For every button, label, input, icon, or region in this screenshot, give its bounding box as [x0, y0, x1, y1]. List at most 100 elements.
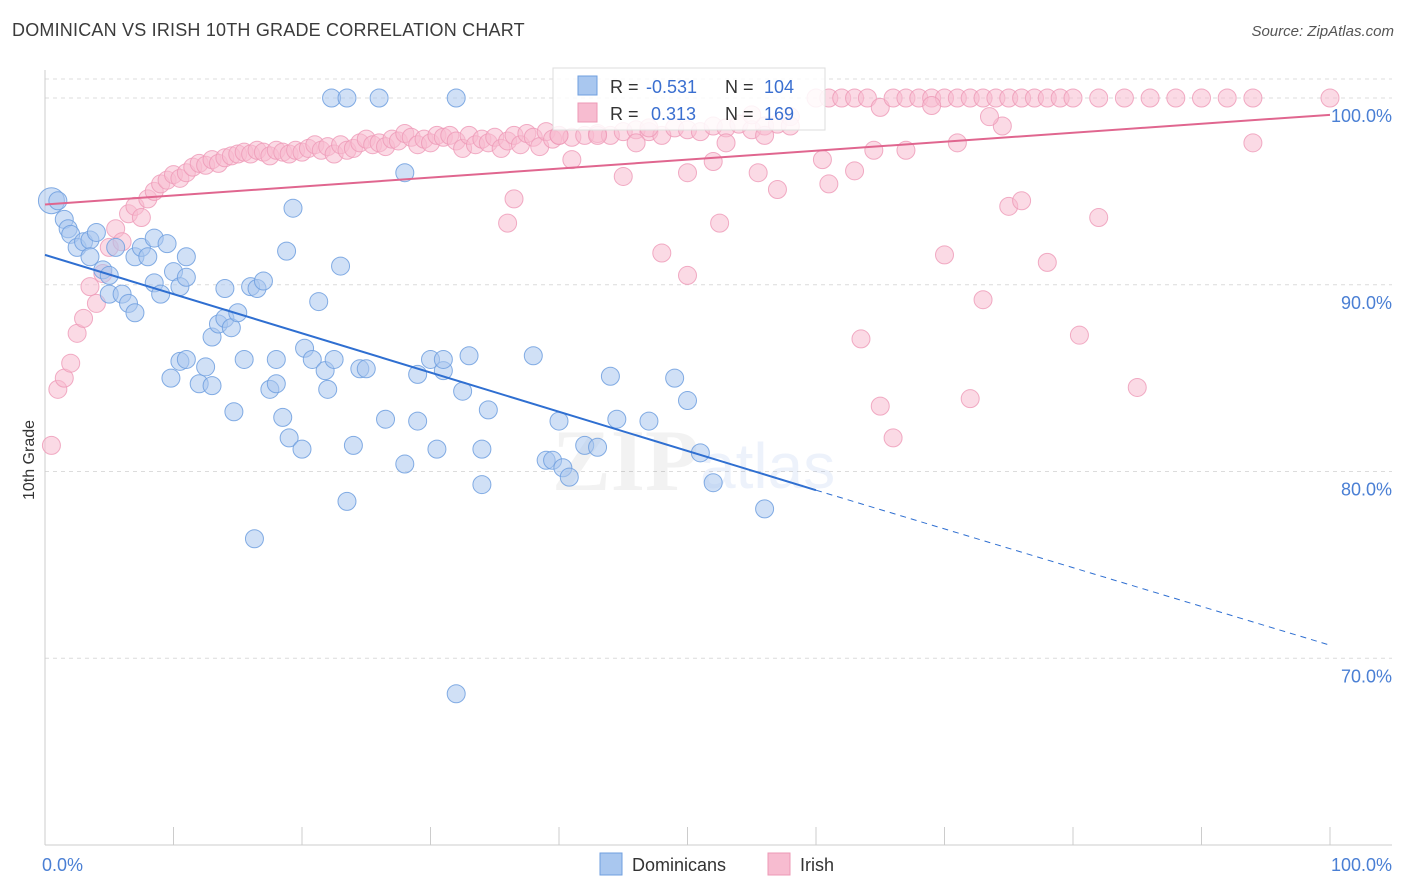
dominicans-point [161, 368, 181, 388]
irish-point [562, 150, 582, 170]
y-tick-label: 90.0% [1341, 293, 1392, 313]
irish-point [710, 213, 730, 233]
r-value-dominicans: -0.531 [646, 77, 697, 97]
irish-point [1037, 252, 1057, 272]
dominicans-point [472, 475, 492, 495]
dominicans-point [157, 234, 177, 254]
dominicans-point [337, 491, 357, 511]
irish-point [819, 174, 839, 194]
irish-point [1114, 88, 1134, 108]
irish-point [86, 293, 106, 313]
watermark-zip: ZIP [552, 413, 699, 510]
trend-lines [44, 113, 1331, 646]
irish-point [678, 163, 697, 183]
y-tick-labels: 70.0% 80.0% 90.0% 100.0% [1331, 106, 1392, 686]
dominicans-point [266, 374, 286, 394]
stats-legend: R = -0.531 N = 104 R = 0.313 N = 169 [552, 67, 826, 131]
dominicans-point [523, 346, 543, 366]
dominicans-point [283, 198, 303, 218]
dominicans-point [703, 473, 723, 493]
x-tick-label-max: 100.0% [1331, 855, 1392, 875]
irish-point [883, 428, 903, 448]
irish-point [1217, 88, 1237, 108]
irish-point [498, 213, 518, 233]
irish-point [131, 208, 151, 228]
dominicans-point [202, 376, 222, 396]
legend-label-dominicans: Dominicans [632, 855, 726, 875]
dominicans-point [125, 303, 145, 323]
dominicans-point [224, 402, 244, 422]
dominicans-point [292, 439, 312, 459]
legend-swatch-dominicans [599, 852, 623, 876]
dominicans-point [433, 349, 453, 369]
series-legend: Dominicans Irish [599, 852, 834, 876]
dominicans-point [196, 357, 216, 377]
irish-point [864, 140, 884, 160]
dominicans-point [376, 409, 396, 429]
irish-point [870, 97, 890, 117]
irish-point [678, 265, 697, 285]
dominicans-point [549, 411, 569, 431]
irish-point [1089, 88, 1109, 108]
irish-point [812, 150, 832, 170]
dominicans-point [318, 379, 338, 399]
dominicans-point [427, 439, 447, 459]
dominicans-point [266, 349, 286, 369]
irish-point [1166, 88, 1186, 108]
irish-point [845, 161, 865, 181]
dominicans-point [253, 271, 273, 291]
dominicans-point [80, 247, 100, 267]
dominicans-point [176, 247, 196, 267]
dominicans-point [639, 411, 659, 431]
irish-point [851, 329, 871, 349]
dominicans-point [607, 409, 627, 429]
irish-point [626, 133, 646, 153]
irish-point [652, 243, 672, 263]
legend-label-irish: Irish [800, 855, 834, 875]
irish-point [857, 88, 877, 108]
irish-point [1089, 208, 1109, 228]
irish-point [504, 189, 524, 209]
irish-point [1127, 377, 1147, 397]
x-tick-label-min: 0.0% [42, 855, 83, 875]
irish-point [935, 245, 954, 265]
dominicans-point [395, 454, 415, 474]
dominicans-point [176, 267, 196, 287]
dominicans-point [356, 359, 376, 379]
dominicans-trend-extension [815, 489, 1331, 646]
dominicans-point [106, 237, 126, 257]
dominicans-point [234, 349, 254, 369]
n-value-irish: 169 [764, 104, 794, 124]
legend-swatch-irish [767, 852, 791, 876]
dominicans-swatch [577, 75, 598, 96]
dominicans-point [472, 439, 492, 459]
dominicans-point [279, 428, 299, 448]
irish-point [74, 308, 94, 328]
dominicans-point [588, 437, 608, 457]
y-tick-label: 100.0% [1331, 106, 1392, 126]
stats-legend-box [552, 67, 826, 131]
dominicans-point [309, 292, 329, 312]
irish-point [1320, 88, 1340, 108]
irish-point [896, 140, 916, 160]
dominicans-point [138, 247, 158, 267]
dominicans-point [273, 407, 293, 427]
irish-point [61, 353, 81, 373]
dominicans-point [446, 88, 466, 108]
irish-point [1192, 88, 1211, 108]
dominicans-point [459, 346, 479, 366]
chart-title: DOMINICAN VS IRISH 10TH GRADE CORRELATIO… [12, 20, 525, 40]
irish-point [1140, 88, 1160, 108]
irish-point [947, 133, 967, 153]
watermark: ZIP atlas [552, 413, 835, 510]
r-label-irish: R = [610, 104, 639, 124]
dominicans-trend-line [44, 253, 817, 492]
dominicans-point [343, 435, 363, 455]
dominicans-point [176, 349, 196, 369]
dominicans-point [600, 366, 620, 386]
irish-point [979, 107, 999, 127]
n-value-dominicans: 104 [764, 77, 794, 97]
dominicans-point [446, 684, 466, 704]
dominicans-point [369, 88, 389, 108]
